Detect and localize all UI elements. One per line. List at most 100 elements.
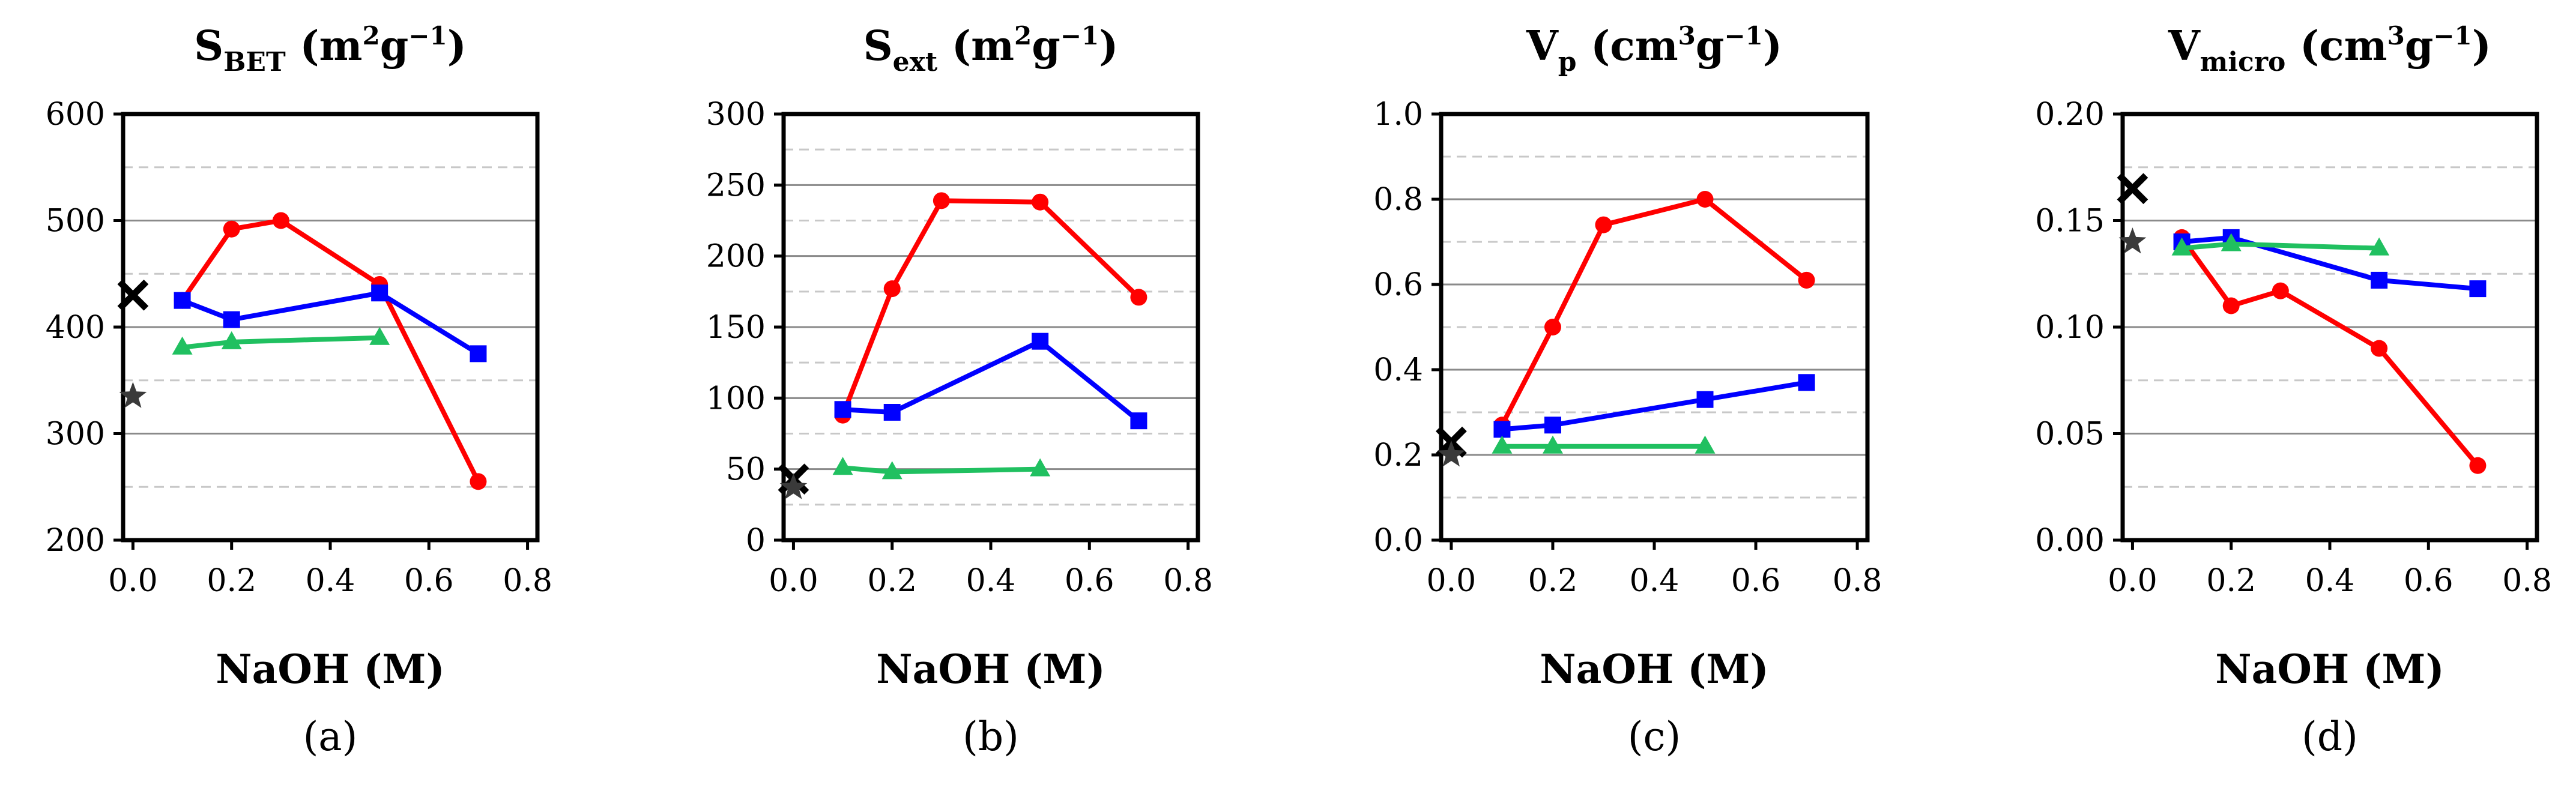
series-line-red (2180, 236, 2480, 468)
reference-point-x (2117, 173, 2148, 205)
panel-caption: (d) (2302, 714, 2358, 760)
data-point-blue (883, 404, 901, 421)
x-tick-label: 0.4 (2305, 563, 2355, 599)
data-point-blue (834, 401, 851, 418)
reference-point-star (1438, 441, 1465, 467)
x-tick-label: 0.4 (1630, 563, 1680, 599)
panel-title: SBET (m2g−1) (194, 21, 467, 77)
data-point-blue (2371, 271, 2388, 289)
series-line-green (2181, 241, 2380, 251)
data-point-green (221, 331, 242, 349)
y-tick-label: 0.4 (1373, 352, 1423, 388)
x-tick-label: 0.8 (1163, 563, 1213, 599)
y-tick-label: 0.05 (2035, 417, 2105, 453)
reference-point-x (117, 279, 149, 311)
data-point-red (2222, 297, 2240, 314)
data-point-blue (1493, 421, 1511, 438)
data-point-red (272, 212, 289, 229)
data-point-blue (371, 284, 389, 302)
x-tick-label: 0.8 (503, 563, 552, 599)
reference-point-star (119, 382, 147, 408)
panel-caption: (b) (963, 714, 1019, 760)
data-point-green (1492, 435, 1513, 454)
data-point-green (2221, 233, 2242, 251)
data-point-red (1130, 289, 1147, 306)
data-point-green (2369, 237, 2390, 256)
data-point-red (883, 280, 901, 298)
y-tick-label: 500 (46, 203, 105, 239)
series-line-red (180, 218, 481, 483)
data-point-green (1030, 458, 1051, 477)
panel-title: Vmicro (cm3g−1) (2168, 21, 2491, 77)
x-tick-label: 0.2 (867, 563, 917, 599)
y-tick-label: 250 (706, 167, 766, 203)
data-point-blue (1798, 374, 1815, 391)
x-axis-label: NaOH (M) (876, 646, 1105, 693)
data-point-blue (470, 345, 487, 362)
title-unit-mid: g (1696, 22, 1725, 70)
data-point-blue (1696, 391, 1714, 408)
y-tick-label: 0.15 (2035, 203, 2105, 239)
title-unit-open: (cm (2285, 22, 2387, 70)
y-tick-label: 0 (746, 523, 766, 559)
x-tick-label: 0.6 (1065, 563, 1114, 599)
data-point-blue (2469, 280, 2487, 298)
y-tick-label: 1.0 (1373, 97, 1423, 133)
data-point-red (1032, 193, 1049, 211)
title-base: V (1526, 22, 1559, 70)
y-tick-label: 400 (46, 310, 105, 346)
title-unit-close: ) (1763, 22, 1782, 70)
x-tick-label: 0.2 (1528, 563, 1578, 599)
y-tick-label: 200 (706, 239, 766, 275)
title-subscript: micro (2200, 47, 2286, 77)
data-point-blue (1130, 412, 1147, 430)
y-tick-label: 600 (46, 97, 105, 133)
y-tick-label: 50 (726, 452, 766, 488)
y-tick-label: 0.0 (1373, 523, 1423, 559)
y-tick-label: 0.8 (1373, 182, 1423, 218)
data-point-red (1595, 216, 1612, 233)
reference-point-star (2118, 227, 2147, 254)
data-point-red (933, 192, 950, 209)
y-tick-label: 300 (706, 97, 766, 133)
x-axis-label: NaOH (M) (216, 646, 444, 693)
series-line-green (182, 335, 380, 350)
y-tick-label: 0.10 (2035, 310, 2105, 346)
data-point-green (369, 326, 390, 345)
data-point-green (172, 336, 193, 355)
title-superscript-1: 2 (363, 21, 380, 50)
data-point-red (2469, 457, 2487, 474)
panel-caption: (a) (303, 714, 358, 760)
x-tick-label: 0.0 (1427, 563, 1477, 599)
title-superscript-1: 3 (1678, 21, 1696, 50)
y-tick-label: 0.2 (1373, 438, 1423, 474)
title-unit-close: ) (1099, 22, 1118, 70)
data-point-green (1542, 435, 1563, 454)
title-unit-mid: g (1032, 22, 1060, 70)
reference-point-star (779, 473, 808, 499)
title-unit-open: (m (286, 22, 363, 70)
panel-b: 0 50 100 150 200 250 300 0.0 0.2 0.4 0.6 0.8 Sext (m… (706, 21, 1213, 760)
title-unit-mid: g (380, 22, 409, 70)
data-point-blue (1032, 332, 1049, 350)
data-point-blue (1544, 417, 1561, 434)
title-base: S (194, 22, 223, 70)
data-point-green (2171, 237, 2192, 256)
title-unit-close: ) (2472, 22, 2491, 70)
x-marker-stroke (117, 279, 149, 311)
series-line-blue (1502, 380, 1807, 432)
x-tick-label: 0.0 (2108, 563, 2157, 599)
y-tick-label: 0.20 (2035, 97, 2105, 133)
x-tick-label: 0.2 (2206, 563, 2256, 599)
title-base: S (863, 22, 893, 70)
title-unit-open: (cm (1576, 22, 1678, 70)
panel-d: 0.00 0.05 0.10 0.15 0.20 0.0 0.2 0.4 0.6 0.8 Vmicr… (2035, 21, 2552, 760)
data-point-green (1695, 435, 1716, 454)
data-point-red (1544, 319, 1561, 335)
data-point-green (832, 457, 853, 475)
title-unit-mid: g (2405, 22, 2434, 70)
title-subscript: ext (893, 47, 938, 77)
x-marker-stroke (2117, 173, 2148, 205)
title-unit-close: ) (447, 22, 467, 70)
panel-c: 0.0 0.2 0.4 0.6 0.8 1.0 0.0 0.2 0.4 0.6 0.8 Vp (cm3… (1373, 21, 1882, 760)
